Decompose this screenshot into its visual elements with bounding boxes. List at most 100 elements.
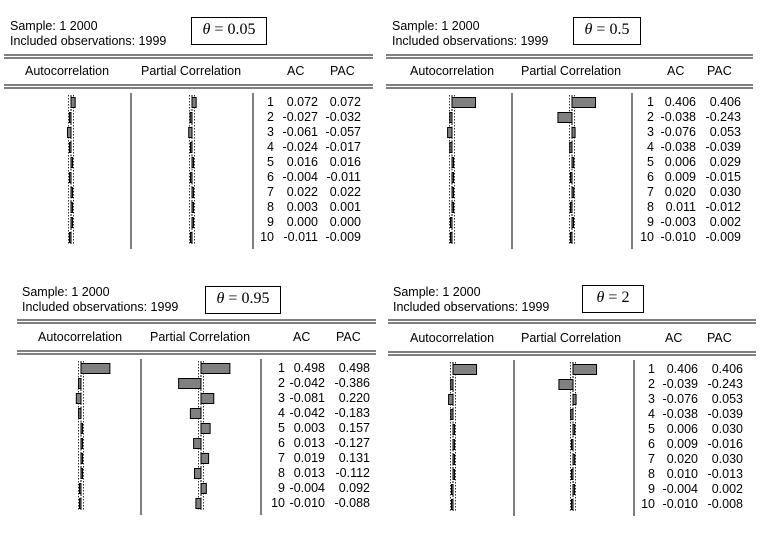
pac-bar <box>191 157 194 168</box>
lag-label: 7 <box>267 185 274 199</box>
ac-value: 0.072 <box>286 95 318 109</box>
pac-value: 0.072 <box>329 95 361 109</box>
pac-bar <box>558 379 574 390</box>
pac-bar <box>190 232 193 243</box>
pac-column-header: PAC <box>707 331 732 345</box>
ac-bar <box>450 232 453 243</box>
ac-bar <box>451 157 454 168</box>
pac-value: 0.002 <box>711 482 743 496</box>
ac-bar <box>79 483 82 494</box>
ac-value: 0.006 <box>664 155 696 169</box>
ac-bar <box>69 232 72 243</box>
pac-bar <box>570 172 573 183</box>
autocorrelation-header: Autocorrelation <box>410 331 495 345</box>
lag-label: 4 <box>648 407 655 421</box>
lag-label: 6 <box>278 436 285 450</box>
ac-value: -0.024 <box>282 140 318 154</box>
lag-label: 3 <box>648 392 655 406</box>
pac-value: -0.017 <box>325 140 361 154</box>
pac-bar <box>191 97 197 108</box>
ac-value: -0.042 <box>289 376 325 390</box>
ac-value: 0.003 <box>286 200 318 214</box>
pac-bar <box>571 187 575 198</box>
ac-bar <box>79 498 82 509</box>
pac-bar <box>571 157 575 168</box>
pac-value: 0.022 <box>329 185 361 199</box>
pac-value: 0.053 <box>711 392 743 406</box>
ac-value: 0.022 <box>286 185 318 199</box>
ac-value: 0.019 <box>293 451 325 465</box>
ac-value: -0.039 <box>662 377 698 391</box>
ac-bar <box>69 172 72 183</box>
pac-value: -0.013 <box>707 467 743 481</box>
pac-value: -0.088 <box>334 496 370 510</box>
ac-value: -0.061 <box>282 125 318 139</box>
partial-correlation-header: Partial Correlation <box>141 64 242 78</box>
pac-column-header: PAC <box>336 330 361 344</box>
pac-bar <box>191 202 194 213</box>
ac-value: -0.003 <box>660 215 696 229</box>
pac-bar <box>200 393 215 404</box>
pac-column-header: PAC <box>330 64 355 78</box>
ac-value: 0.020 <box>666 452 698 466</box>
pac-value: -0.016 <box>707 437 743 451</box>
pac-value: 0.030 <box>709 185 741 199</box>
ac-bar <box>451 187 454 198</box>
lag-label: 5 <box>647 155 654 169</box>
ac-bar <box>451 202 454 213</box>
pac-bar <box>570 202 573 213</box>
ac-column-header: AC <box>287 64 305 78</box>
theta-box: θ = 0.05 <box>191 17 267 45</box>
lag-label: 10 <box>260 230 274 244</box>
lag-label: 2 <box>648 377 655 391</box>
pac-bar <box>190 142 193 153</box>
partial-correlation-header: Partial Correlation <box>521 64 622 78</box>
lag-label: 10 <box>640 230 654 244</box>
pac-bar <box>572 394 577 405</box>
ac-value: 0.006 <box>666 422 698 436</box>
ac-value: -0.027 <box>282 110 318 124</box>
pac-bar <box>189 408 202 419</box>
ac-bar <box>70 202 73 213</box>
ac-value: 0.498 <box>293 361 325 375</box>
pac-bar <box>572 454 576 465</box>
lag-label: 3 <box>267 125 274 139</box>
ac-value: 0.020 <box>664 185 696 199</box>
lag-label: 6 <box>267 170 274 184</box>
lag-label: 8 <box>647 200 654 214</box>
ac-value: -0.038 <box>660 140 696 154</box>
lag-label: 2 <box>647 110 654 124</box>
pac-bar <box>195 498 202 509</box>
lag-label: 8 <box>278 466 285 480</box>
pac-value: 0.406 <box>709 95 741 109</box>
pac-bar <box>200 363 231 374</box>
autocorrelation-header: Autocorrelation <box>25 64 110 78</box>
pac-value: -0.015 <box>705 170 741 184</box>
ac-bar <box>452 424 455 435</box>
ac-bar <box>452 364 478 375</box>
ac-bar <box>70 217 73 228</box>
lag-label: 7 <box>278 451 285 465</box>
ac-value: -0.038 <box>662 407 698 421</box>
pac-bar <box>571 127 576 138</box>
ac-value: 0.016 <box>286 155 318 169</box>
lag-label: 4 <box>267 140 274 154</box>
pac-bar <box>571 217 574 228</box>
sample-label: Sample: 1 2000 <box>392 19 480 33</box>
lag-label: 3 <box>278 391 285 405</box>
pac-bar <box>178 378 202 389</box>
ac-bar <box>451 499 454 510</box>
pac-value: -0.386 <box>334 376 370 390</box>
ac-value: -0.081 <box>289 391 325 405</box>
ac-bar <box>451 97 477 108</box>
ac-value: 0.009 <box>666 437 698 451</box>
pac-value: 0.220 <box>338 391 370 405</box>
pac-value: -0.112 <box>335 466 370 480</box>
ac-value: 0.406 <box>664 95 696 109</box>
ac-bar <box>449 112 453 123</box>
ac-bar <box>452 439 455 450</box>
ac-bar <box>80 423 83 434</box>
